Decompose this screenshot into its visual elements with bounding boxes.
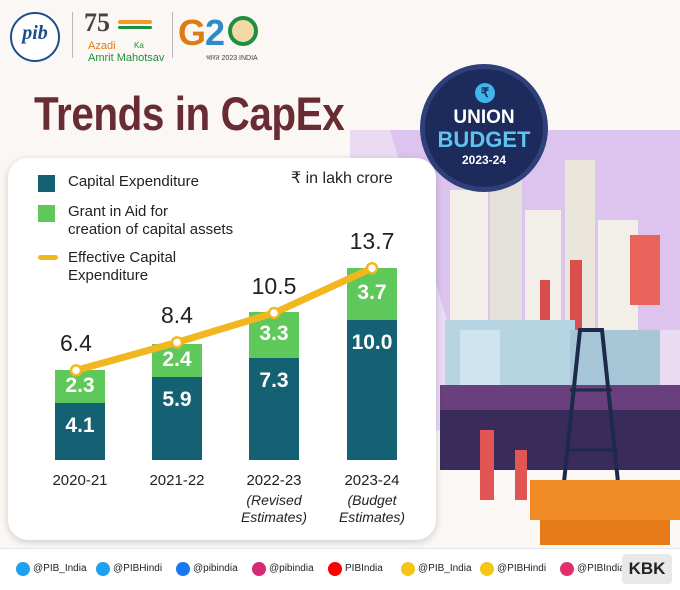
building-icon [490, 170, 522, 340]
bar-capex-2023-24 [347, 320, 397, 460]
data-label-capex: 4.1 [65, 413, 95, 437]
kbk-badge: KBK [622, 554, 672, 584]
flag-stripe-icon [118, 20, 152, 24]
youtube-icon [328, 562, 342, 576]
effective-capex-point [170, 336, 184, 349]
facebook-icon [176, 562, 190, 576]
pib-logo-text: pib [22, 22, 48, 44]
data-label-grant: 2.3 [65, 373, 95, 397]
effective-capex-line [72, 264, 376, 374]
legend-label-effective-line2: Expenditure [68, 267, 149, 284]
data-label-grant: 2.4 [162, 347, 192, 371]
social-footer: @PIB_India @PIBHindi @pibindia @pibindia PIB… [0, 548, 680, 590]
flag-stripe-icon [118, 26, 152, 29]
divider [172, 12, 173, 58]
data-label-capex: 10.0 [351, 331, 393, 354]
azadi-ka: Ka [134, 41, 144, 50]
social-handle-text: @PIBHindi [113, 563, 163, 574]
legend-swatch-grant [38, 205, 55, 222]
x-tick-note: (Revised [246, 492, 302, 508]
legend-swatch-capex [38, 175, 55, 192]
page-title: Trends in CapEx [34, 87, 345, 140]
badge-line3: 2023-24 [461, 153, 507, 167]
badge-line2: BUDGET [437, 127, 531, 152]
bar-capex-2022-23 [249, 357, 299, 460]
g20-text: G2 [178, 12, 225, 54]
twitter-icon [16, 562, 30, 576]
legend-label-grant-line2: creation of capital assets [68, 221, 234, 238]
x-tick-note: Estimates) [240, 509, 308, 525]
effective-capex-point [69, 364, 83, 377]
effective-capex-point [267, 306, 281, 320]
unit-label: ₹ in lakh crore [291, 170, 393, 187]
divider [72, 12, 73, 58]
tank-icon [460, 330, 500, 390]
pipe-icon [480, 430, 494, 500]
data-label-capex: 5.9 [162, 388, 192, 412]
chimney-icon [540, 280, 550, 350]
bar-capex-2020-21 [55, 402, 105, 460]
chimney-icon [630, 235, 660, 305]
social-handle-text: @PIB_India [418, 563, 472, 574]
x-tick-note: (Budget [347, 492, 397, 508]
x-tick-label: 2021-22 [149, 472, 205, 489]
g20-logo: G2 भारत 2023 INDIA [178, 10, 274, 64]
rupee-icon: ₹ [475, 83, 495, 103]
pib-logo: pib [6, 8, 64, 66]
x-tick-label: 2020-21 [52, 472, 108, 489]
sharechat-icon [560, 562, 574, 576]
building-icon [450, 190, 488, 340]
data-label-effective: 8.4 [161, 302, 193, 329]
social-handle-text: @pibindia [269, 563, 314, 574]
g20-g: G [178, 12, 206, 53]
koo-icon [480, 562, 494, 576]
platform-icon [540, 520, 670, 545]
azadi-ka-amrit-mahotsav-logo: 75 Azadi Ka Amrit Mahotsav [84, 8, 168, 64]
g20-subtitle: भारत 2023 INDIA [206, 55, 258, 62]
data-label-grant: 3.3 [259, 321, 289, 345]
platform-icon [530, 480, 680, 520]
union-budget-badge: ₹ UNION BUDGET 2023-24 [420, 64, 548, 192]
legend-line-effective [38, 255, 58, 260]
data-label-capex: 7.3 [259, 368, 289, 392]
bar-capex-2021-22 [152, 377, 202, 460]
social-handle-text: @PIBIndia [577, 563, 625, 574]
data-label-effective: 6.4 [60, 330, 92, 357]
social-handle-text: PIBIndia [345, 563, 383, 574]
data-label-effective: 10.5 [251, 273, 297, 299]
koo-icon [401, 562, 415, 576]
social-handle-text: @pibindia [193, 563, 238, 574]
azadi-line2: Amrit Mahotsav [88, 52, 165, 64]
g20-lotus-globe-icon [228, 16, 258, 46]
x-tick-label: 2023-24 [344, 472, 400, 489]
azadi-line1: Azadi [88, 40, 116, 52]
twitter-icon [96, 562, 110, 576]
pib-emblem-icon [10, 12, 60, 62]
bar-grant-2020-21 [55, 370, 105, 403]
legend-label-effective-line1: Effective Capital [68, 249, 177, 266]
legend-label-grant-line1: Grant in Aid for [68, 203, 169, 220]
g20-2: 2 [205, 12, 225, 53]
x-tick-label: 2022-23 [246, 472, 302, 489]
azadi-number: 75 [84, 8, 110, 37]
social-handle-text: @PIBHindi [497, 563, 547, 574]
instagram-icon [252, 562, 266, 576]
data-label-effective: 13.7 [349, 228, 395, 255]
social-handle-text: @PIB_India [33, 563, 87, 574]
data-label-grant: 3.7 [357, 281, 387, 305]
pipe-icon [515, 450, 527, 500]
x-tick-note: Estimates) [338, 509, 406, 525]
legend-label-capex: Capital Expenditure [68, 173, 199, 190]
badge-line1: UNION [453, 107, 515, 128]
effective-capex-point [365, 261, 379, 275]
